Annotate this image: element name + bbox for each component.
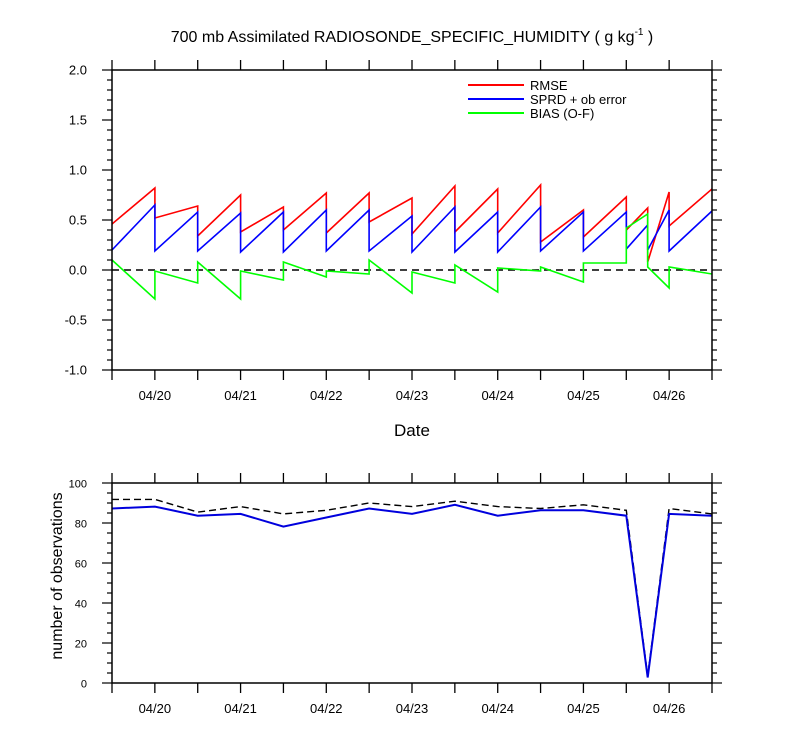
y-tick-label: -1.0 xyxy=(65,363,87,378)
x-tick-label: 04/20 xyxy=(139,701,172,716)
x-tick-label: 04/25 xyxy=(567,701,600,716)
x-tick-label: 04/20 xyxy=(139,388,172,403)
y-tick-label: 100 xyxy=(69,479,87,491)
x-tick-label: 04/21 xyxy=(224,388,257,403)
x-axis-label: Date xyxy=(394,421,430,440)
x-tick-label: 04/24 xyxy=(481,388,514,403)
x-tick-label: 04/23 xyxy=(396,701,429,716)
chart-title-sup: -1 xyxy=(635,27,644,38)
y-tick-label: 1.0 xyxy=(69,163,87,178)
series-dashed-0-line xyxy=(112,498,712,676)
legend-label: BIAS (O-F) xyxy=(530,106,594,121)
y-tick-label: 80 xyxy=(75,519,87,531)
y-tick-label: 40 xyxy=(75,599,87,611)
legend-label: SPRD + ob error xyxy=(530,92,627,107)
bottom-y-axis-label: number of observations xyxy=(49,492,66,659)
x-tick-label: 04/26 xyxy=(653,388,686,403)
chart-title-end: ) xyxy=(643,29,653,46)
y-tick-label: 0.5 xyxy=(69,213,87,228)
top-plot-series xyxy=(112,182,712,301)
y-tick-label: 20 xyxy=(75,639,87,651)
x-tick-label: 04/21 xyxy=(224,701,257,716)
chart-title: 700 mb Assimilated RADIOSONDE_SPECIFIC_H… xyxy=(171,27,654,46)
chart-title-main: 700 mb Assimilated RADIOSONDE_SPECIFIC_H… xyxy=(171,29,635,46)
y-tick-label: 0.0 xyxy=(69,263,87,278)
bottom-plot-series xyxy=(112,498,712,678)
y-tick-label: 60 xyxy=(75,559,87,571)
y-tick-label: 2.0 xyxy=(69,63,87,78)
series-bias-o-f-line xyxy=(112,212,712,301)
x-tick-label: 04/25 xyxy=(567,388,600,403)
x-tick-label: 04/24 xyxy=(481,701,514,716)
x-tick-label: 04/26 xyxy=(653,701,686,716)
x-tick-label: 04/22 xyxy=(310,388,343,403)
x-tick-label: 04/23 xyxy=(396,388,429,403)
series-solid-1-line xyxy=(112,503,712,678)
bottom-plot-axes: 04/20 04/21 04/22 04/23 04/24 04/25 04/26 0 20 40… xyxy=(69,473,722,716)
x-tick-label: 04/22 xyxy=(310,701,343,716)
legend-label: RMSE xyxy=(530,78,568,93)
y-tick-label: 0 xyxy=(81,679,87,691)
y-tick-label: 1.5 xyxy=(69,113,87,128)
series-sprd-ob-error-line xyxy=(112,203,712,254)
top-plot-axes: 04/20 04/21 04/22 04/23 04/24 04/25 04/26 -1.0 -… xyxy=(65,60,722,403)
y-tick-label: -0.5 xyxy=(65,313,87,328)
